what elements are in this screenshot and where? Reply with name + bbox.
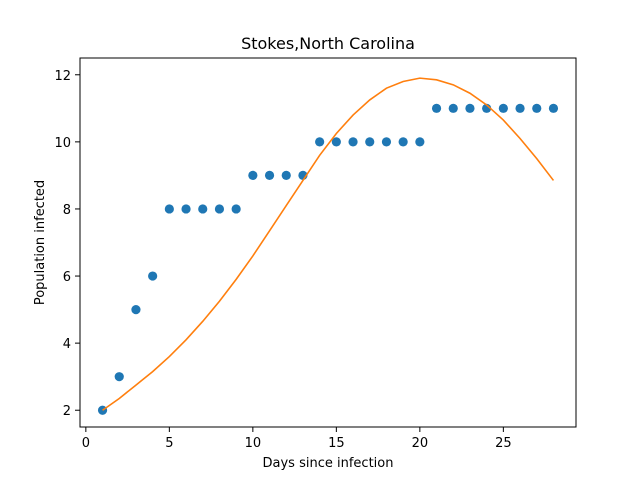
x-tick-label: 5 (165, 436, 173, 451)
data-point (181, 204, 191, 214)
data-point (548, 103, 559, 113)
plot-area (97, 77, 559, 415)
data-point (148, 271, 158, 281)
data-point (448, 103, 458, 113)
data-point (515, 103, 525, 113)
data-point (398, 137, 408, 147)
plot-frame (79, 57, 577, 428)
data-point (264, 170, 275, 181)
x-tick-label: 10 (245, 436, 262, 451)
y-tick-label: 2 (63, 404, 71, 419)
chart-title: Stokes,North Carolina (241, 34, 415, 53)
data-point (315, 137, 325, 147)
data-point (431, 103, 442, 113)
x-tick-label: 25 (495, 436, 512, 451)
y-tick-label: 10 (54, 136, 71, 151)
data-point (365, 137, 375, 147)
x-tick-label: 15 (328, 436, 345, 451)
data-point (131, 304, 141, 315)
y-tick-label: 6 (63, 270, 71, 285)
data-point (248, 170, 258, 181)
x-axis-label: Days since infection (263, 456, 394, 471)
data-point (465, 103, 475, 113)
data-point (281, 170, 291, 181)
fit-line (102, 77, 555, 411)
data-point (231, 204, 241, 214)
data-point (498, 103, 508, 113)
data-point (114, 372, 124, 382)
data-point (415, 137, 425, 147)
data-point (331, 137, 341, 147)
axis-ticks: 0 5 10 15 20 25 2 4 6 8 10 12 (54, 69, 511, 451)
data-point (164, 204, 174, 214)
x-tick-label: 20 (412, 436, 429, 451)
y-axis-label: Population infected (33, 180, 48, 305)
data-point (198, 204, 208, 214)
data-point (214, 204, 225, 214)
x-tick-label: 0 (82, 436, 90, 451)
data-point (381, 137, 392, 147)
data-point (348, 137, 358, 147)
y-tick-label: 8 (63, 203, 71, 218)
y-tick-label: 12 (54, 69, 71, 84)
data-point (532, 103, 542, 113)
y-tick-label: 4 (63, 337, 71, 352)
